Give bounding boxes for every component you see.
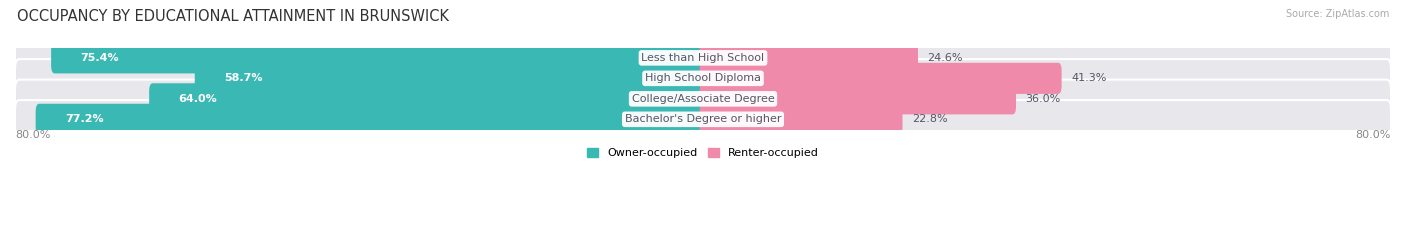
Text: 75.4%: 75.4%	[80, 53, 120, 63]
Text: College/Associate Degree: College/Associate Degree	[631, 94, 775, 104]
Text: 22.8%: 22.8%	[912, 114, 948, 124]
Text: 80.0%: 80.0%	[15, 130, 51, 140]
FancyBboxPatch shape	[51, 42, 706, 73]
Text: 41.3%: 41.3%	[1071, 73, 1107, 83]
Text: 80.0%: 80.0%	[1355, 130, 1391, 140]
Text: High School Diploma: High School Diploma	[645, 73, 761, 83]
FancyBboxPatch shape	[15, 59, 1391, 98]
FancyBboxPatch shape	[195, 63, 706, 94]
Text: 36.0%: 36.0%	[1025, 94, 1060, 104]
Legend: Owner-occupied, Renter-occupied: Owner-occupied, Renter-occupied	[586, 148, 820, 158]
FancyBboxPatch shape	[15, 39, 1391, 77]
Text: 58.7%: 58.7%	[224, 73, 263, 83]
Text: OCCUPANCY BY EDUCATIONAL ATTAINMENT IN BRUNSWICK: OCCUPANCY BY EDUCATIONAL ATTAINMENT IN B…	[17, 9, 449, 24]
Text: 24.6%: 24.6%	[928, 53, 963, 63]
FancyBboxPatch shape	[700, 83, 1017, 114]
FancyBboxPatch shape	[700, 42, 918, 73]
FancyBboxPatch shape	[15, 80, 1391, 118]
FancyBboxPatch shape	[35, 104, 706, 135]
FancyBboxPatch shape	[149, 83, 706, 114]
FancyBboxPatch shape	[15, 100, 1391, 139]
Text: Bachelor's Degree or higher: Bachelor's Degree or higher	[624, 114, 782, 124]
Text: 77.2%: 77.2%	[65, 114, 104, 124]
FancyBboxPatch shape	[700, 63, 1062, 94]
FancyBboxPatch shape	[700, 104, 903, 135]
Text: Less than High School: Less than High School	[641, 53, 765, 63]
Text: 64.0%: 64.0%	[179, 94, 217, 104]
Text: Source: ZipAtlas.com: Source: ZipAtlas.com	[1285, 9, 1389, 19]
